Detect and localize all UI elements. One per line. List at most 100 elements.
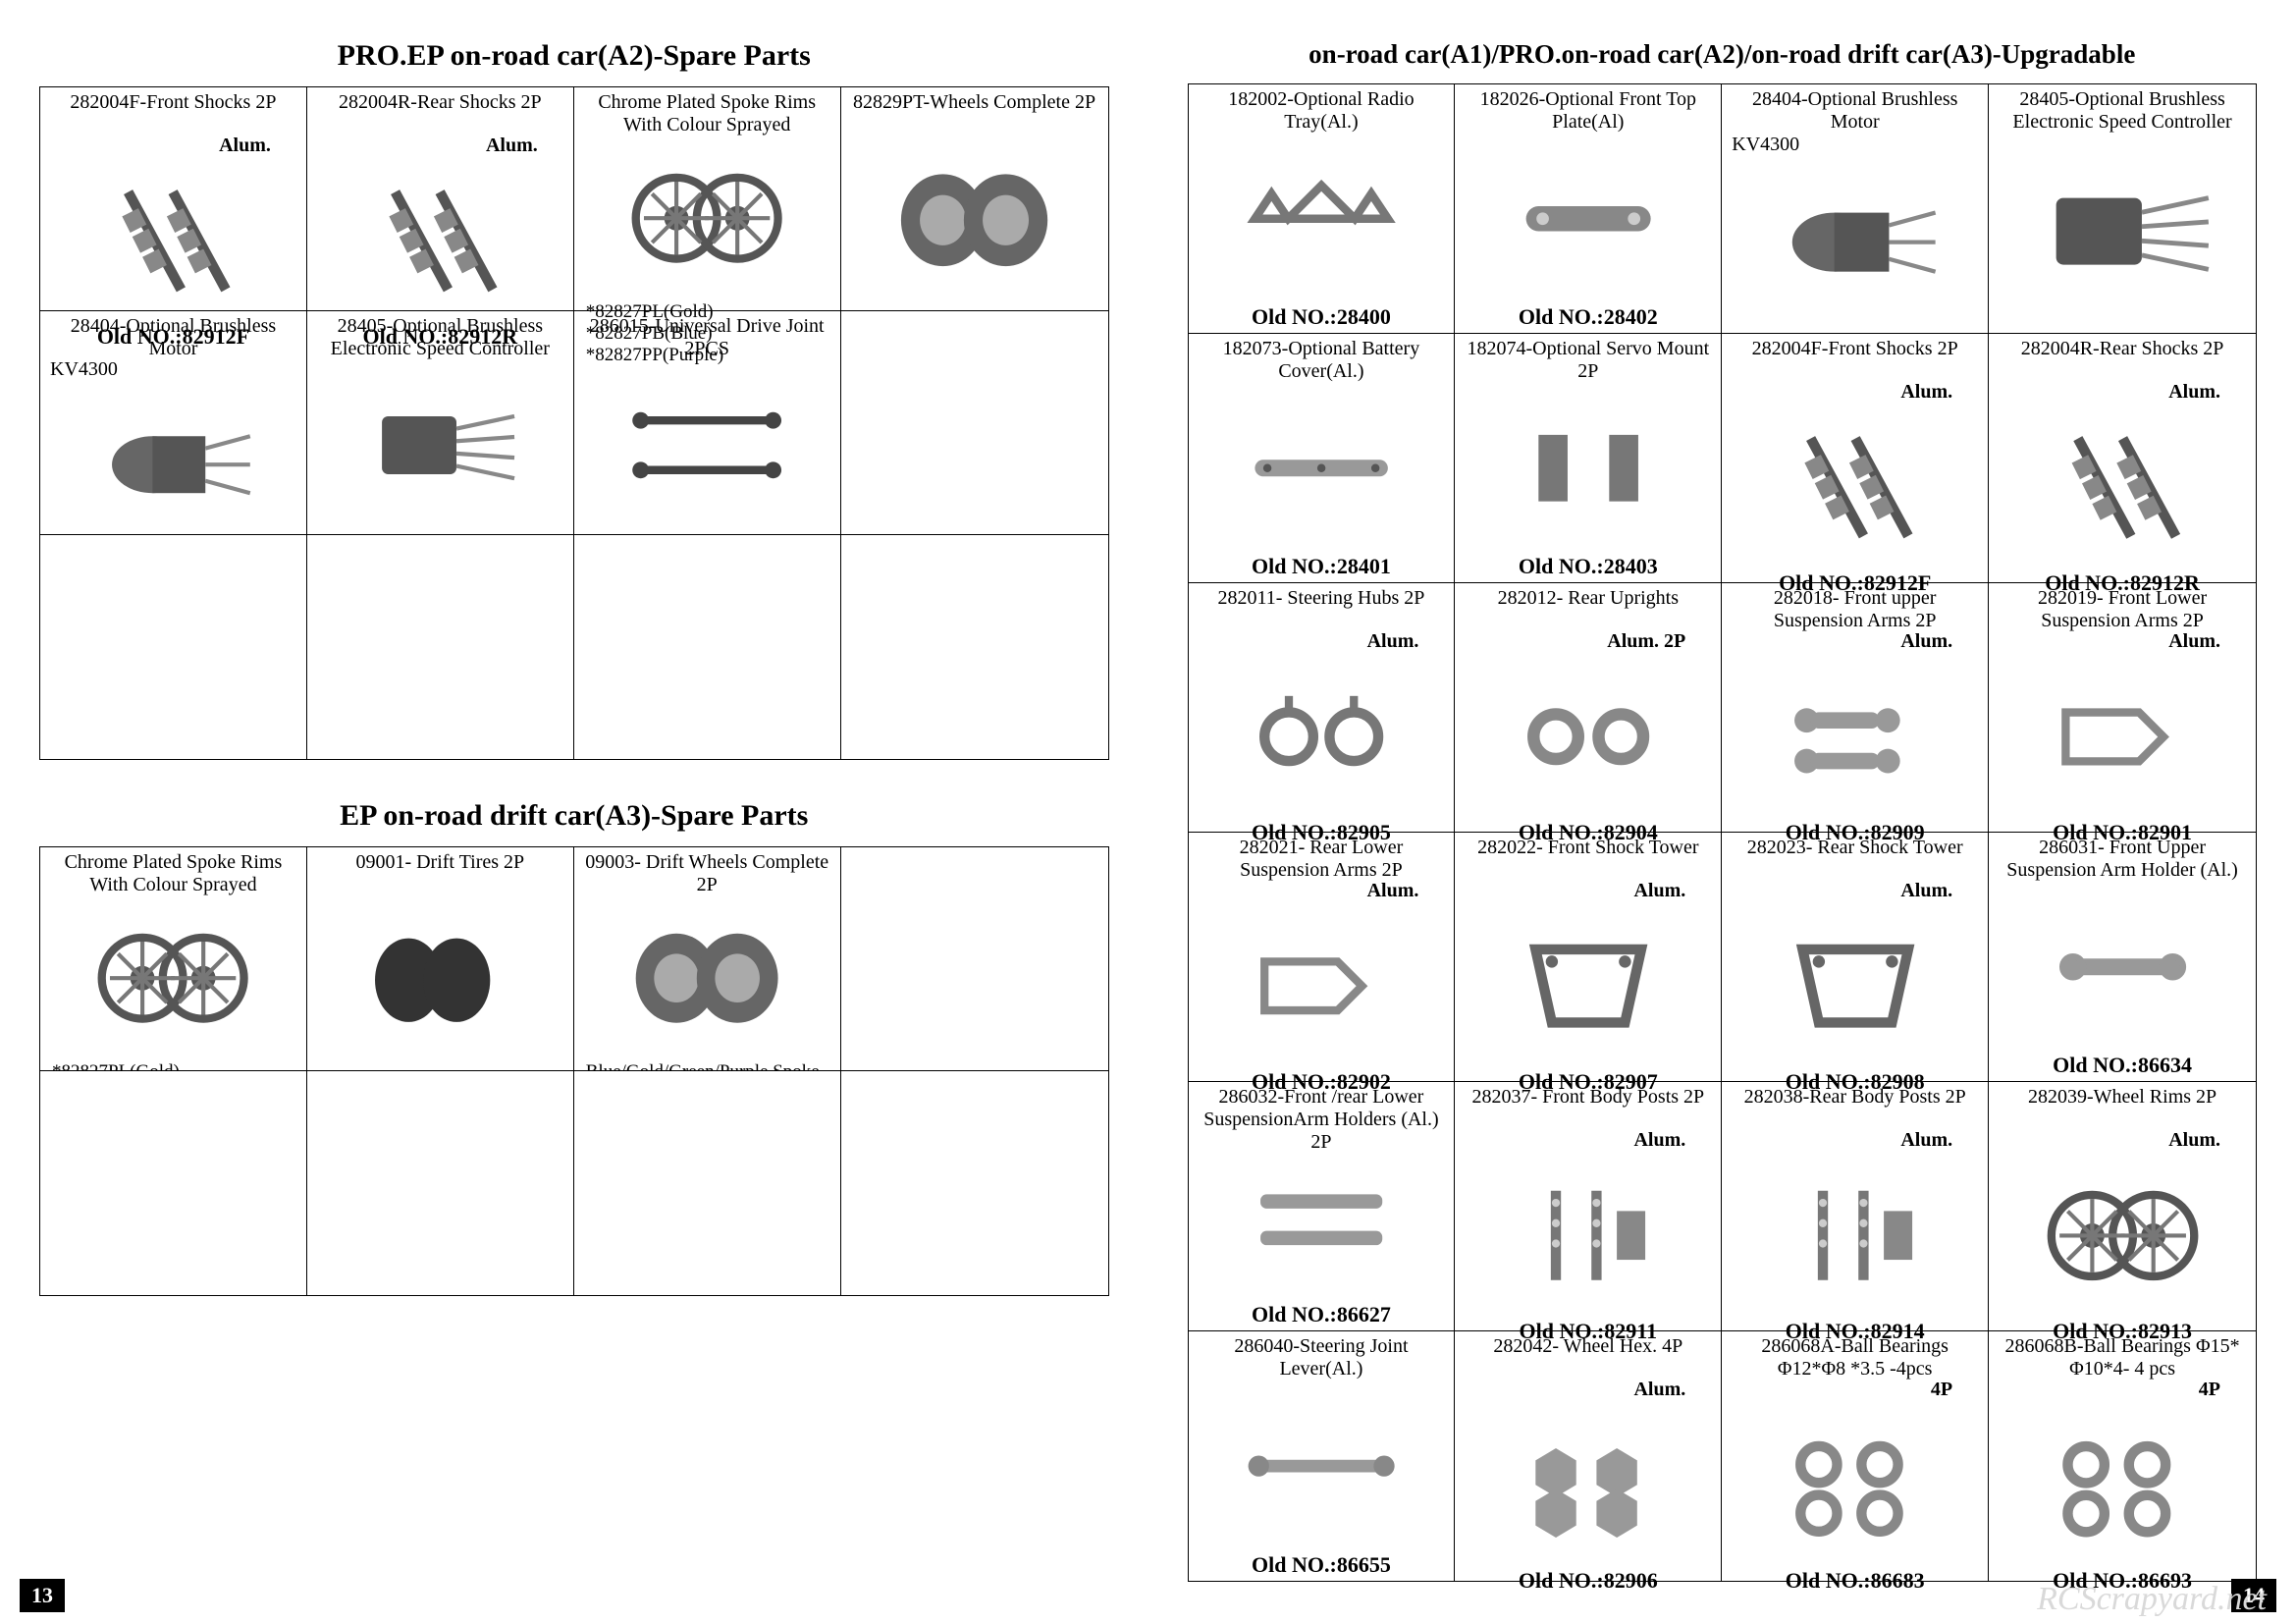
- part-heading: 28404-Optional Brushless Motor: [1728, 88, 1982, 134]
- part-heading: 286015-Universal Drive Joint 2PCS: [580, 315, 834, 360]
- part-sub: Alum.: [1195, 880, 1449, 902]
- part-heading: 82829PT-Wheels Complete 2P: [847, 91, 1102, 135]
- part-image: [1461, 1401, 1715, 1568]
- part-cell: 28405-Optional Brushless Electronic Spee…: [1989, 84, 2256, 334]
- part-cell: 28405-Optional Brushless Electronic Spee…: [307, 311, 574, 535]
- part-sub: Alum.: [1461, 880, 1715, 902]
- posts-icon: [1484, 1170, 1692, 1300]
- part-image: [46, 157, 300, 324]
- part-sub: Alum.: [1728, 1129, 1982, 1152]
- part-cell: [841, 311, 1108, 535]
- part-cell: Chrome Plated Spoke Rims With Colour Spr…: [40, 847, 307, 1071]
- part-image: [313, 894, 567, 1066]
- arms2-icon: [2018, 672, 2227, 802]
- hubs-icon: [1217, 672, 1425, 801]
- part-cell: 282012- Rear UprightsAlum. 2POld NO.:829…: [1455, 583, 1722, 833]
- hex-icon: [1484, 1420, 1692, 1549]
- part-image: [313, 360, 567, 530]
- part-image: [1195, 1380, 1449, 1552]
- part-cell: 286032-Front /rear Lower SuspensionArm H…: [1189, 1082, 1456, 1331]
- part-image: [46, 381, 300, 548]
- driveshaft-icon: [603, 379, 811, 512]
- part-cell: 282004R-Rear Shocks 2PAlum.Old NO.:82912…: [307, 87, 574, 311]
- part-cell: 282039-Wheel Rims 2PAlum.Old NO.:82913: [1989, 1082, 2256, 1331]
- part-cell: 282004F-Front Shocks 2PAlum.Old NO.:8291…: [40, 87, 307, 311]
- part-sub: Alum. 2P: [1461, 630, 1715, 653]
- part-heading: 282042- Wheel Hex. 4P: [1461, 1335, 1715, 1379]
- right-page: on-road car(A1)/PRO.on-road car(A2)/on-r…: [1148, 0, 2296, 1624]
- bearings-icon: [2018, 1420, 2227, 1550]
- part-cell: 286068B-Ball Bearings Φ15* Φ10*4- 4 pcs4…: [1989, 1331, 2256, 1581]
- part-heading: 282004F-Front Shocks 2P: [46, 91, 300, 135]
- part-cell: [307, 1071, 574, 1295]
- part-oldno: Old NO.:86627: [1195, 1302, 1449, 1326]
- tray-icon: [1217, 152, 1425, 285]
- part-heading: 282004F-Front Shocks 2P: [1728, 338, 1982, 381]
- part-image: [1461, 653, 1715, 820]
- watermark: RCScrapyard.net: [2037, 1581, 2267, 1618]
- part-cell: [574, 1071, 841, 1295]
- uprights-icon: [1484, 672, 1692, 801]
- part-cell: 182026-Optional Front Top Plate(Al)Old N…: [1455, 84, 1722, 334]
- part-heading: 282004R-Rear Shocks 2P: [313, 91, 567, 135]
- part-heading: 286031- Front Upper Suspension Arm Holde…: [1995, 837, 2250, 882]
- part-image: [580, 135, 834, 301]
- left-page: PRO.EP on-road car(A2)-Spare Parts 28200…: [0, 0, 1148, 1624]
- part-image: [1995, 1401, 2250, 1568]
- part-cell: [307, 535, 574, 759]
- part-image: [1461, 134, 1715, 304]
- part-oldno: Old NO.:86655: [1195, 1552, 1449, 1577]
- part-image: [1728, 404, 1982, 570]
- part-oldno: Old NO.:86634: [1995, 1053, 2250, 1077]
- part-heading: 182074-Optional Servo Mount 2P: [1461, 338, 1715, 383]
- bar-icon: [1217, 402, 1425, 534]
- part-cell: 282023- Rear Shock TowerAlum.Old NO.:829…: [1722, 833, 1989, 1082]
- right-grid: 182002-Optional Radio Tray(Al.)Old NO.:2…: [1188, 83, 2258, 1582]
- wheels-icon: [603, 913, 811, 1043]
- part-heading: 286032-Front /rear Lower SuspensionArm H…: [1195, 1086, 1449, 1135]
- shocks-icon: [69, 176, 277, 305]
- part-cell: 09001- Drift Tires 2P: [307, 847, 574, 1071]
- part-heading: 182073-Optional Battery Cover(Al.): [1195, 338, 1449, 383]
- part-image: [1195, 902, 1449, 1069]
- left-title-2: EP on-road drift car(A3)-Spare Parts: [39, 799, 1109, 833]
- part-cell: [841, 847, 1108, 1071]
- part-heading: 282022- Front Shock Tower: [1461, 837, 1715, 880]
- part-sub: Alum.: [1461, 1379, 1715, 1401]
- part-cell: 282037- Front Body Posts 2PAlum.Old NO.:…: [1455, 1082, 1722, 1331]
- part-sub: Alum.: [46, 135, 300, 157]
- part-heading: Chrome Plated Spoke Rims With Colour Spr…: [580, 91, 834, 135]
- part-image: [1995, 404, 2250, 570]
- part-cell: 282018- Front upper Suspension Arms 2PAl…: [1722, 583, 1989, 833]
- part-image: [1461, 902, 1715, 1069]
- part-cell: 282019- Front Lower Suspension Arms 2PAl…: [1989, 583, 2256, 833]
- spread: PRO.EP on-road car(A2)-Spare Parts 28200…: [0, 0, 2296, 1624]
- part-sub: KV4300: [1728, 134, 1982, 156]
- part-image: [1195, 383, 1449, 554]
- part-cell: 182074-Optional Servo Mount 2POld NO.:28…: [1455, 334, 1722, 583]
- part-image: [1728, 902, 1982, 1069]
- rims-icon: [2018, 1170, 2227, 1301]
- part-cell: 28404-Optional Brushless MotorKV4300: [40, 311, 307, 535]
- part-cell: 182002-Optional Radio Tray(Al.)Old NO.:2…: [1189, 84, 1456, 334]
- part-cell: 282011- Steering Hubs 2PAlum.Old NO.:829…: [1189, 583, 1456, 833]
- part-oldno: Old NO.:28401: [1195, 554, 1449, 578]
- part-image: [1995, 882, 2250, 1053]
- part-image: [1461, 383, 1715, 554]
- part-heading: 282004R-Rear Shocks 2P: [1995, 338, 2250, 381]
- part-heading: 28405-Optional Brushless Electronic Spee…: [313, 315, 567, 360]
- part-heading: 28404-Optional Brushless Motor: [46, 315, 300, 358]
- part-sub: Alum.: [313, 135, 567, 157]
- part-image: [46, 894, 300, 1061]
- right-title: on-road car(A1)/PRO.on-road car(A2)/on-r…: [1188, 39, 2258, 70]
- part-cell: [841, 535, 1108, 759]
- part-cell: 282004F-Front Shocks 2PAlum.Old NO.:8291…: [1722, 334, 1989, 583]
- shocks-icon: [1751, 422, 1959, 552]
- left-grid-1: 282004F-Front Shocks 2PAlum.Old NO.:8291…: [39, 86, 1109, 760]
- rims-icon: [603, 153, 811, 283]
- part-heading: 282012- Rear Uprights: [1461, 587, 1715, 630]
- part-image: [313, 157, 567, 324]
- part-oldno: Old NO.:28400: [1195, 304, 1449, 329]
- part-image: [1728, 653, 1982, 820]
- part-heading: 28405-Optional Brushless Electronic Spee…: [1995, 88, 2250, 134]
